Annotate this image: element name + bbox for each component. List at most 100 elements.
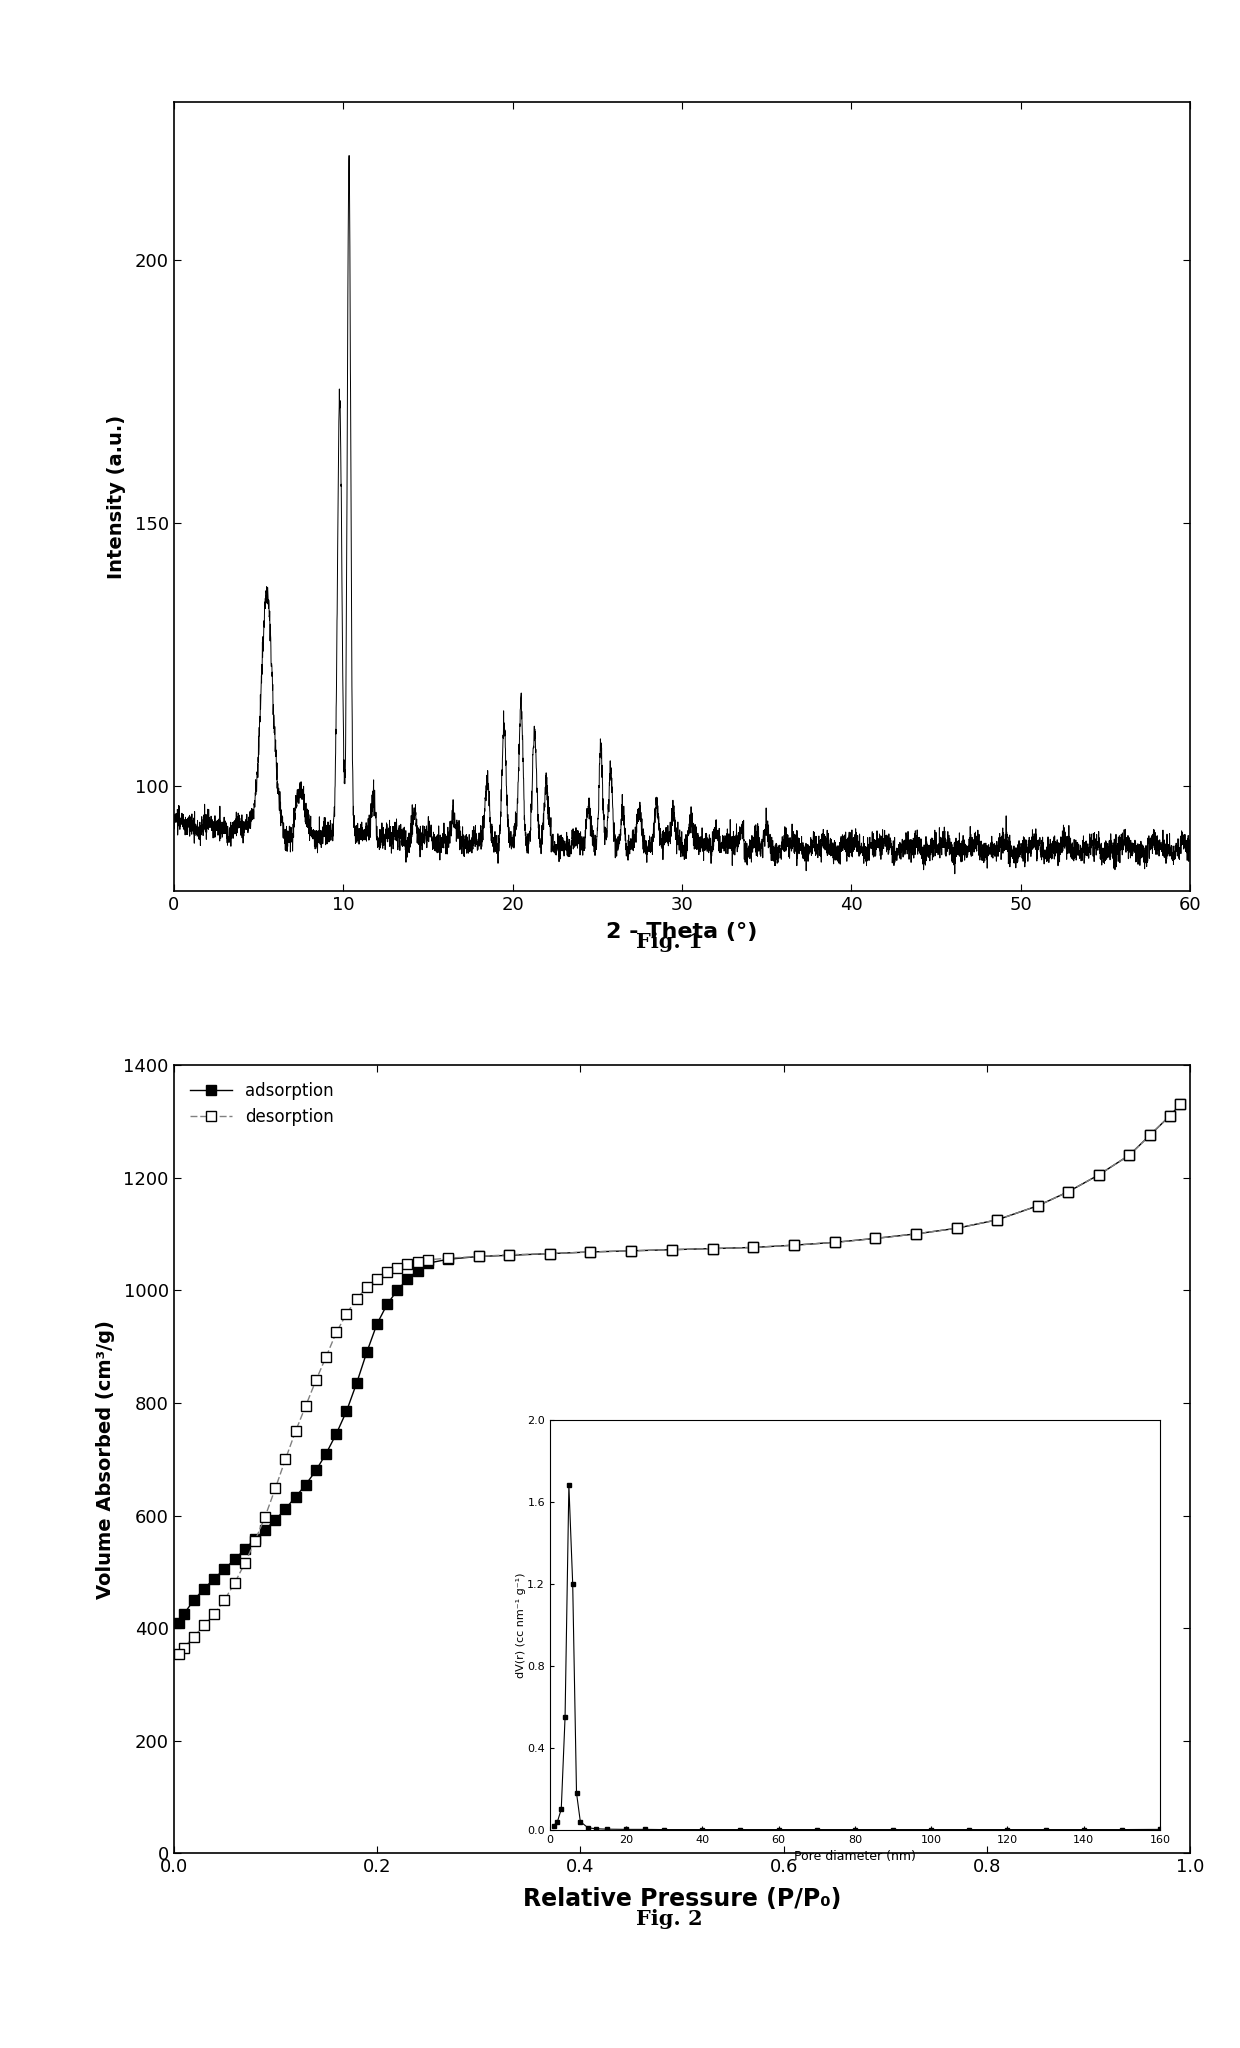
desorption xyxy=(379,1260,394,1284)
desorption xyxy=(786,1233,801,1257)
adsorption xyxy=(542,1241,557,1266)
X-axis label: Relative Pressure (P/P₀): Relative Pressure (P/P₀) xyxy=(523,1888,841,1911)
desorption xyxy=(360,1276,374,1300)
adsorption xyxy=(1173,1092,1188,1116)
desorption xyxy=(410,1249,425,1274)
adsorption xyxy=(339,1399,353,1423)
desorption xyxy=(827,1231,842,1255)
desorption xyxy=(339,1303,353,1327)
desorption xyxy=(471,1243,486,1268)
desorption xyxy=(990,1208,1004,1233)
desorption xyxy=(745,1235,760,1260)
desorption xyxy=(1091,1163,1106,1188)
desorption xyxy=(319,1343,334,1368)
Legend: adsorption, desorption: adsorption, desorption xyxy=(182,1073,342,1135)
adsorption xyxy=(350,1370,365,1395)
Line: adsorption: adsorption xyxy=(174,1100,1185,1628)
Text: Fig. 2: Fig. 2 xyxy=(636,1909,703,1929)
desorption xyxy=(171,1640,186,1665)
desorption xyxy=(1030,1194,1045,1219)
desorption xyxy=(401,1251,415,1276)
adsorption xyxy=(909,1221,924,1245)
desorption xyxy=(299,1393,314,1417)
desorption xyxy=(542,1241,557,1266)
adsorption xyxy=(440,1247,455,1272)
adsorption xyxy=(1030,1194,1045,1219)
adsorption xyxy=(217,1556,232,1581)
desorption xyxy=(237,1550,252,1575)
adsorption xyxy=(410,1257,425,1282)
desorption xyxy=(350,1286,365,1311)
desorption xyxy=(583,1239,598,1264)
desorption xyxy=(197,1614,212,1638)
adsorption xyxy=(420,1251,435,1276)
adsorption xyxy=(389,1278,404,1303)
adsorption xyxy=(248,1528,263,1552)
adsorption xyxy=(197,1577,212,1602)
Y-axis label: Volume Absorbed (cm³/g): Volume Absorbed (cm³/g) xyxy=(95,1319,115,1599)
adsorption xyxy=(268,1507,283,1532)
adsorption xyxy=(299,1473,314,1497)
adsorption xyxy=(990,1208,1004,1233)
desorption xyxy=(1061,1180,1076,1204)
desorption xyxy=(288,1419,303,1444)
desorption xyxy=(706,1237,720,1262)
adsorption xyxy=(176,1602,191,1626)
desorption xyxy=(1122,1143,1137,1167)
adsorption xyxy=(309,1458,324,1483)
desorption xyxy=(1142,1122,1157,1147)
desorption xyxy=(186,1624,201,1649)
desorption xyxy=(258,1505,273,1530)
adsorption xyxy=(360,1339,374,1364)
adsorption xyxy=(329,1421,343,1446)
adsorption xyxy=(319,1442,334,1466)
Text: Fig. 1: Fig. 1 xyxy=(636,932,703,952)
adsorption xyxy=(186,1587,201,1612)
adsorption xyxy=(624,1239,639,1264)
adsorption xyxy=(706,1237,720,1262)
desorption xyxy=(370,1266,384,1290)
desorption xyxy=(268,1477,283,1501)
desorption xyxy=(227,1571,242,1595)
desorption xyxy=(309,1368,324,1393)
desorption xyxy=(207,1602,222,1626)
adsorption xyxy=(370,1311,384,1335)
adsorption xyxy=(1163,1104,1178,1128)
adsorption xyxy=(258,1518,273,1542)
desorption xyxy=(1163,1104,1178,1128)
adsorption xyxy=(502,1243,517,1268)
adsorption xyxy=(949,1217,963,1241)
adsorption xyxy=(379,1292,394,1317)
desorption xyxy=(176,1636,191,1661)
adsorption xyxy=(583,1239,598,1264)
adsorption xyxy=(665,1237,680,1262)
desorption xyxy=(665,1237,680,1262)
adsorption xyxy=(1091,1163,1106,1188)
desorption xyxy=(420,1247,435,1272)
desorption xyxy=(868,1227,883,1251)
adsorption xyxy=(288,1485,303,1509)
adsorption xyxy=(1061,1180,1076,1204)
adsorption xyxy=(207,1567,222,1591)
adsorption xyxy=(827,1231,842,1255)
adsorption xyxy=(1122,1143,1137,1167)
adsorption xyxy=(401,1266,415,1290)
X-axis label: 2 - Theta (°): 2 - Theta (°) xyxy=(606,922,758,942)
desorption xyxy=(909,1221,924,1245)
adsorption xyxy=(745,1235,760,1260)
desorption xyxy=(217,1587,232,1612)
adsorption xyxy=(786,1233,801,1257)
adsorption xyxy=(471,1243,486,1268)
adsorption xyxy=(171,1610,186,1634)
desorption xyxy=(389,1255,404,1280)
Y-axis label: Intensity (a.u.): Intensity (a.u.) xyxy=(108,414,126,580)
desorption xyxy=(624,1239,639,1264)
adsorption xyxy=(868,1227,883,1251)
desorption xyxy=(1173,1092,1188,1116)
adsorption xyxy=(278,1497,293,1522)
desorption xyxy=(440,1245,455,1270)
desorption xyxy=(278,1446,293,1470)
desorption xyxy=(329,1321,343,1346)
desorption xyxy=(502,1243,517,1268)
Line: desorption: desorption xyxy=(174,1100,1185,1659)
